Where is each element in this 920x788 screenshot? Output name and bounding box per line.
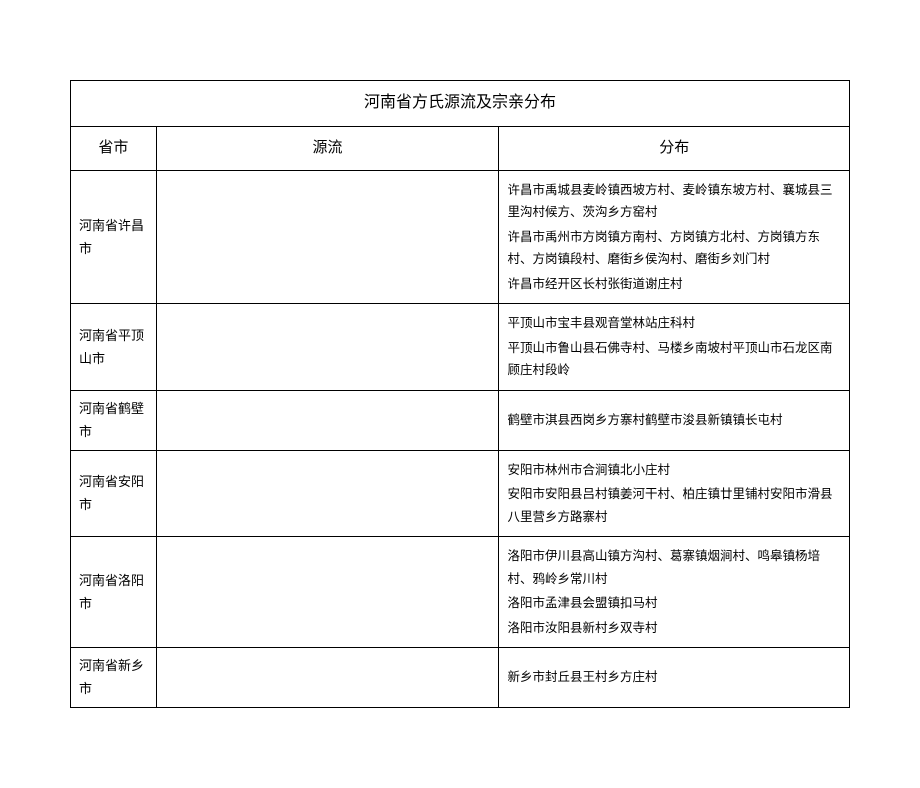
province-cell: 河南省新乡市 [71, 648, 157, 708]
table-title-row: 河南省方氏源流及宗亲分布 [71, 81, 850, 127]
distribution-line: 许昌市经开区长村张街道谢庄村 [507, 273, 841, 296]
distribution-line: 洛阳市孟津县会盟镇扣马村 [507, 592, 841, 615]
source-cell [156, 537, 499, 648]
table-row: 河南省鹤壁市 鹤壁市淇县西岗乡方寨村鹤壁市浚县新镇镇长屯村 [71, 390, 850, 450]
table-row: 河南省许昌市 许昌市禹城县麦岭镇西坡方村、麦岭镇东坡方村、襄城县三里沟村候方、茨沟… [71, 170, 850, 304]
header-province: 省市 [71, 126, 157, 170]
header-distribution: 分布 [499, 126, 850, 170]
table-title: 河南省方氏源流及宗亲分布 [71, 81, 850, 127]
table-row: 河南省洛阳市洛阳市伊川县高山镇方沟村、葛寨镇烟涧村、鸣皋镇杨培村、鸦岭乡常川村洛… [71, 537, 850, 648]
table-row: 河南省安阳市 安阳市林州市合涧镇北小庄村安阳市安阳县吕村镇姜河干村、柏庄镇廿里铺村… [71, 450, 850, 537]
distribution-line: 平顶山市鲁山县石佛寺村、马楼乡南坡村平顶山市石龙区南顾庄村段岭 [507, 337, 841, 382]
distribution-line: 安阳市安阳县吕村镇姜河干村、柏庄镇廿里铺村安阳市滑县八里营乡方路寨村 [507, 483, 841, 528]
distribution-line: 平顶山市宝丰县观音堂林站庄科村 [507, 312, 841, 335]
source-cell [156, 170, 499, 304]
distribution-cell: 鹤壁市淇县西岗乡方寨村鹤壁市浚县新镇镇长屯村 [499, 390, 850, 450]
distribution-line: 新乡市封丘县王村乡方庄村 [507, 666, 841, 689]
header-source: 源流 [156, 126, 499, 170]
distribution-line: 鹤壁市淇县西岗乡方寨村鹤壁市浚县新镇镇长屯村 [507, 409, 841, 432]
province-cell: 河南省平顶山市 [71, 304, 157, 391]
province-cell: 河南省鹤壁市 [71, 390, 157, 450]
source-cell [156, 390, 499, 450]
genealogy-table: 河南省方氏源流及宗亲分布 省市 源流 分布 河南省许昌市 许昌市禹城县麦岭镇西坡方… [70, 80, 850, 708]
source-cell [156, 648, 499, 708]
distribution-cell: 许昌市禹城县麦岭镇西坡方村、麦岭镇东坡方村、襄城县三里沟村候方、茨沟乡方窑村许昌… [499, 170, 850, 304]
distribution-line: 许昌市禹城县麦岭镇西坡方村、麦岭镇东坡方村、襄城县三里沟村候方、茨沟乡方窑村 [507, 179, 841, 224]
table-row: 河南省新乡市 新乡市封丘县王村乡方庄村 [71, 648, 850, 708]
table-container: 河南省方氏源流及宗亲分布 省市 源流 分布 河南省许昌市 许昌市禹城县麦岭镇西坡方… [70, 80, 850, 708]
distribution-line: 许昌市禹州市方岗镇方南村、方岗镇方北村、方岗镇方东村、方岗镇段村、磨街乡侯沟村、… [507, 226, 841, 271]
distribution-line: 洛阳市伊川县高山镇方沟村、葛寨镇烟涧村、鸣皋镇杨培村、鸦岭乡常川村 [507, 545, 841, 590]
distribution-cell: 安阳市林州市合涧镇北小庄村安阳市安阳县吕村镇姜河干村、柏庄镇廿里铺村安阳市滑县八… [499, 450, 850, 537]
province-cell: 河南省洛阳市 [71, 537, 157, 648]
table-row: 河南省平顶山市 平顶山市宝丰县观音堂林站庄科村平顶山市鲁山县石佛寺村、马楼乡南坡村… [71, 304, 850, 391]
distribution-cell: 新乡市封丘县王村乡方庄村 [499, 648, 850, 708]
province-cell: 河南省安阳市 [71, 450, 157, 537]
distribution-line: 安阳市林州市合涧镇北小庄村 [507, 459, 841, 482]
distribution-line: 洛阳市汝阳县新村乡双寺村 [507, 617, 841, 640]
distribution-cell: 平顶山市宝丰县观音堂林站庄科村平顶山市鲁山县石佛寺村、马楼乡南坡村平顶山市石龙区… [499, 304, 850, 391]
distribution-cell: 洛阳市伊川县高山镇方沟村、葛寨镇烟涧村、鸣皋镇杨培村、鸦岭乡常川村洛阳市孟津县会… [499, 537, 850, 648]
source-cell [156, 450, 499, 537]
province-cell: 河南省许昌市 [71, 170, 157, 304]
table-header-row: 省市 源流 分布 [71, 126, 850, 170]
source-cell [156, 304, 499, 391]
